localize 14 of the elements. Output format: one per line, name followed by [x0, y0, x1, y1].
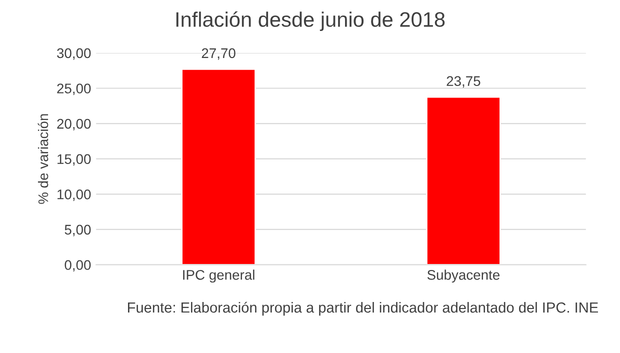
x-tick-label: Subyacente [427, 270, 500, 283]
y-tick-label: 25,00 [57, 84, 91, 96]
y-tick-label: 15,00 [58, 154, 91, 166]
data-label: 23,75 [446, 76, 480, 88]
chart-title: Inflación desde junio de 2018 [176, 11, 445, 32]
x-tick-label: IPC general [183, 270, 254, 283]
source-note: Fuente: Elaboración propia a partir del indicador adelantado del IPC. INE [128, 302, 598, 316]
y-tick-label: 30,00 [57, 48, 91, 60]
y-tick-label: 0,00 [64, 260, 91, 272]
y-tick-label: 10,00 [58, 189, 91, 201]
data-label: 27,70 [202, 48, 236, 60]
y-tick-label: 5,00 [64, 224, 91, 236]
y-tick-label: 20,00 [57, 118, 91, 130]
y-axis-title: % de variación [38, 114, 48, 204]
